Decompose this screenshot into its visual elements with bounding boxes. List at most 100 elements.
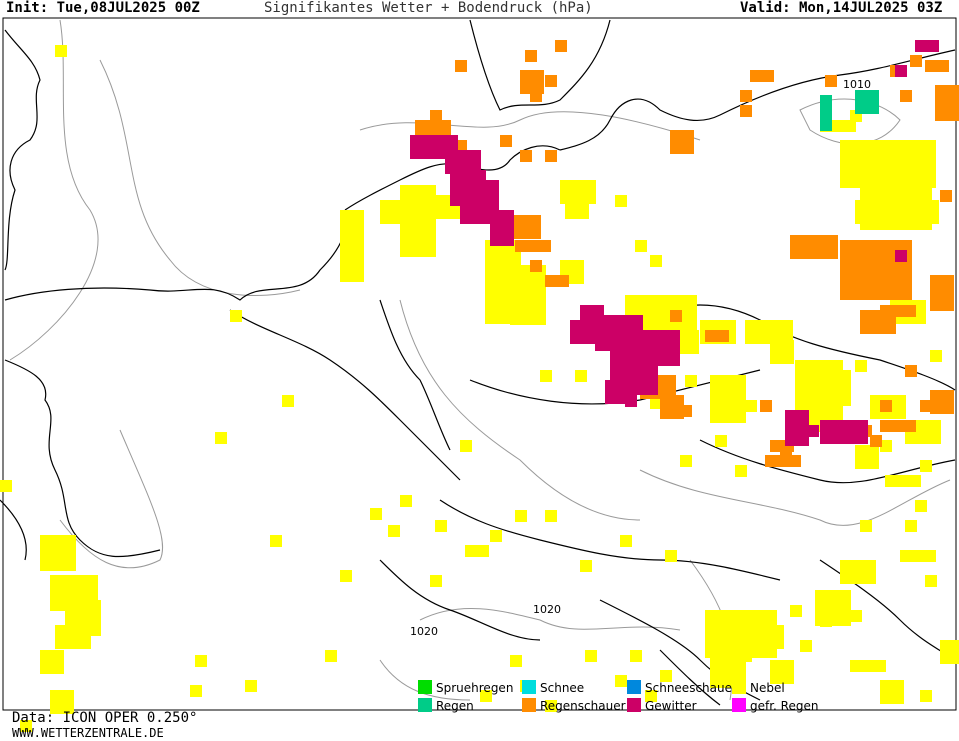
thunderstorm-cell bbox=[820, 420, 868, 444]
shower-cell bbox=[870, 435, 882, 447]
fog-cell bbox=[905, 520, 917, 532]
shower-cell bbox=[930, 390, 954, 414]
fog-cell bbox=[510, 655, 522, 667]
shower-cell bbox=[765, 455, 801, 467]
shower-cell bbox=[825, 75, 837, 87]
thunder-cells bbox=[410, 40, 939, 446]
init-time: Init: Tue,08JUL2025 00Z bbox=[6, 0, 200, 16]
fog-cell bbox=[800, 640, 812, 652]
fog-cell bbox=[645, 690, 657, 702]
fog-cell bbox=[620, 535, 632, 547]
fog-cell bbox=[630, 650, 642, 662]
fog-cell bbox=[230, 310, 242, 322]
rain-cells bbox=[820, 90, 879, 131]
fog-cell bbox=[790, 605, 802, 617]
shower-cell bbox=[880, 305, 916, 317]
fog-cell bbox=[510, 265, 546, 325]
legend-swatch-gewitter bbox=[627, 698, 641, 712]
fog-cell bbox=[400, 495, 412, 507]
legend-label-regen: Regen bbox=[436, 699, 474, 713]
fog-cell bbox=[565, 195, 589, 219]
map-frame bbox=[2, 17, 957, 711]
fog-cell bbox=[40, 535, 76, 571]
fog-cell bbox=[925, 575, 937, 587]
fog-cell bbox=[900, 550, 936, 562]
fog-cell bbox=[435, 520, 447, 532]
fog-cell bbox=[0, 480, 12, 492]
legend-swatch-regenschauer bbox=[522, 698, 536, 712]
data-source: Data: ICON OPER 0.250° bbox=[12, 710, 198, 726]
shower-cell bbox=[500, 135, 512, 147]
fog-cell bbox=[720, 385, 732, 397]
shower-cell bbox=[790, 235, 838, 259]
rain-cell bbox=[855, 90, 879, 114]
legend-label-gefr-regen: gefr. Regen bbox=[750, 699, 819, 713]
shower-cell bbox=[760, 400, 772, 412]
fog-cell bbox=[660, 670, 672, 682]
fog-cell bbox=[685, 375, 697, 387]
shower-cell bbox=[920, 400, 932, 412]
fog-cell bbox=[855, 200, 939, 224]
thunderstorm-cell bbox=[640, 340, 676, 364]
shower-cells bbox=[415, 40, 959, 467]
fog-cell bbox=[710, 375, 746, 423]
shower-cell bbox=[670, 310, 682, 322]
fog-cell bbox=[615, 195, 627, 207]
fog-cell bbox=[515, 510, 527, 522]
fog-cell bbox=[735, 465, 747, 477]
fog-cell bbox=[465, 545, 489, 557]
thunderstorm-cell bbox=[795, 425, 819, 437]
legend-label-schnee: Schnee bbox=[540, 681, 585, 695]
shower-cell bbox=[750, 70, 774, 82]
legend-label-gewitter: Gewitter bbox=[645, 699, 697, 713]
fog-cell bbox=[50, 690, 74, 714]
fog-cell bbox=[325, 650, 337, 662]
shower-cell bbox=[935, 85, 959, 121]
fog-cell bbox=[940, 640, 959, 664]
fog-cell bbox=[760, 625, 784, 649]
fog-cell bbox=[380, 200, 404, 224]
coastlines bbox=[0, 19, 956, 706]
thunderstorm-cell bbox=[625, 395, 637, 407]
shower-cell bbox=[545, 75, 557, 87]
shower-cell bbox=[520, 150, 532, 162]
fog-cell bbox=[270, 535, 282, 547]
fog-cell bbox=[920, 690, 932, 702]
shower-cell bbox=[455, 60, 467, 72]
shower-cell bbox=[910, 55, 922, 67]
fog-cell bbox=[745, 400, 757, 412]
fog-cell bbox=[885, 475, 921, 487]
fog-cell bbox=[55, 625, 91, 649]
shower-cell bbox=[880, 400, 892, 412]
shower-cell bbox=[940, 190, 952, 202]
rain-cell bbox=[820, 95, 832, 131]
fog-cell bbox=[820, 615, 832, 627]
fog-cells bbox=[0, 45, 959, 732]
fog-cell bbox=[40, 650, 64, 674]
shower-cell bbox=[900, 90, 912, 102]
shower-cell bbox=[680, 405, 692, 417]
fog-cell bbox=[195, 655, 207, 667]
fog-cell bbox=[245, 680, 257, 692]
shower-cell bbox=[525, 50, 537, 62]
fog-cell bbox=[545, 700, 557, 712]
fog-cell bbox=[815, 370, 851, 406]
fog-cell bbox=[585, 650, 597, 662]
fog-cell bbox=[55, 45, 67, 57]
thunderstorm-cell bbox=[490, 210, 514, 246]
fog-cell bbox=[580, 560, 592, 572]
fog-cell bbox=[20, 720, 32, 732]
shower-cell bbox=[925, 60, 949, 72]
shower-cell bbox=[930, 275, 954, 311]
fog-cell bbox=[915, 500, 927, 512]
fog-cell bbox=[480, 690, 492, 702]
legend-label-schneeschauer: Schneeschauer bbox=[645, 681, 737, 695]
fog-cell bbox=[635, 240, 647, 252]
fog-cell bbox=[715, 435, 727, 447]
fog-cell bbox=[850, 610, 862, 622]
shower-cell bbox=[705, 330, 729, 342]
shower-cell bbox=[545, 150, 557, 162]
fog-cell bbox=[880, 440, 892, 452]
legend-swatch-schnee bbox=[522, 680, 536, 694]
